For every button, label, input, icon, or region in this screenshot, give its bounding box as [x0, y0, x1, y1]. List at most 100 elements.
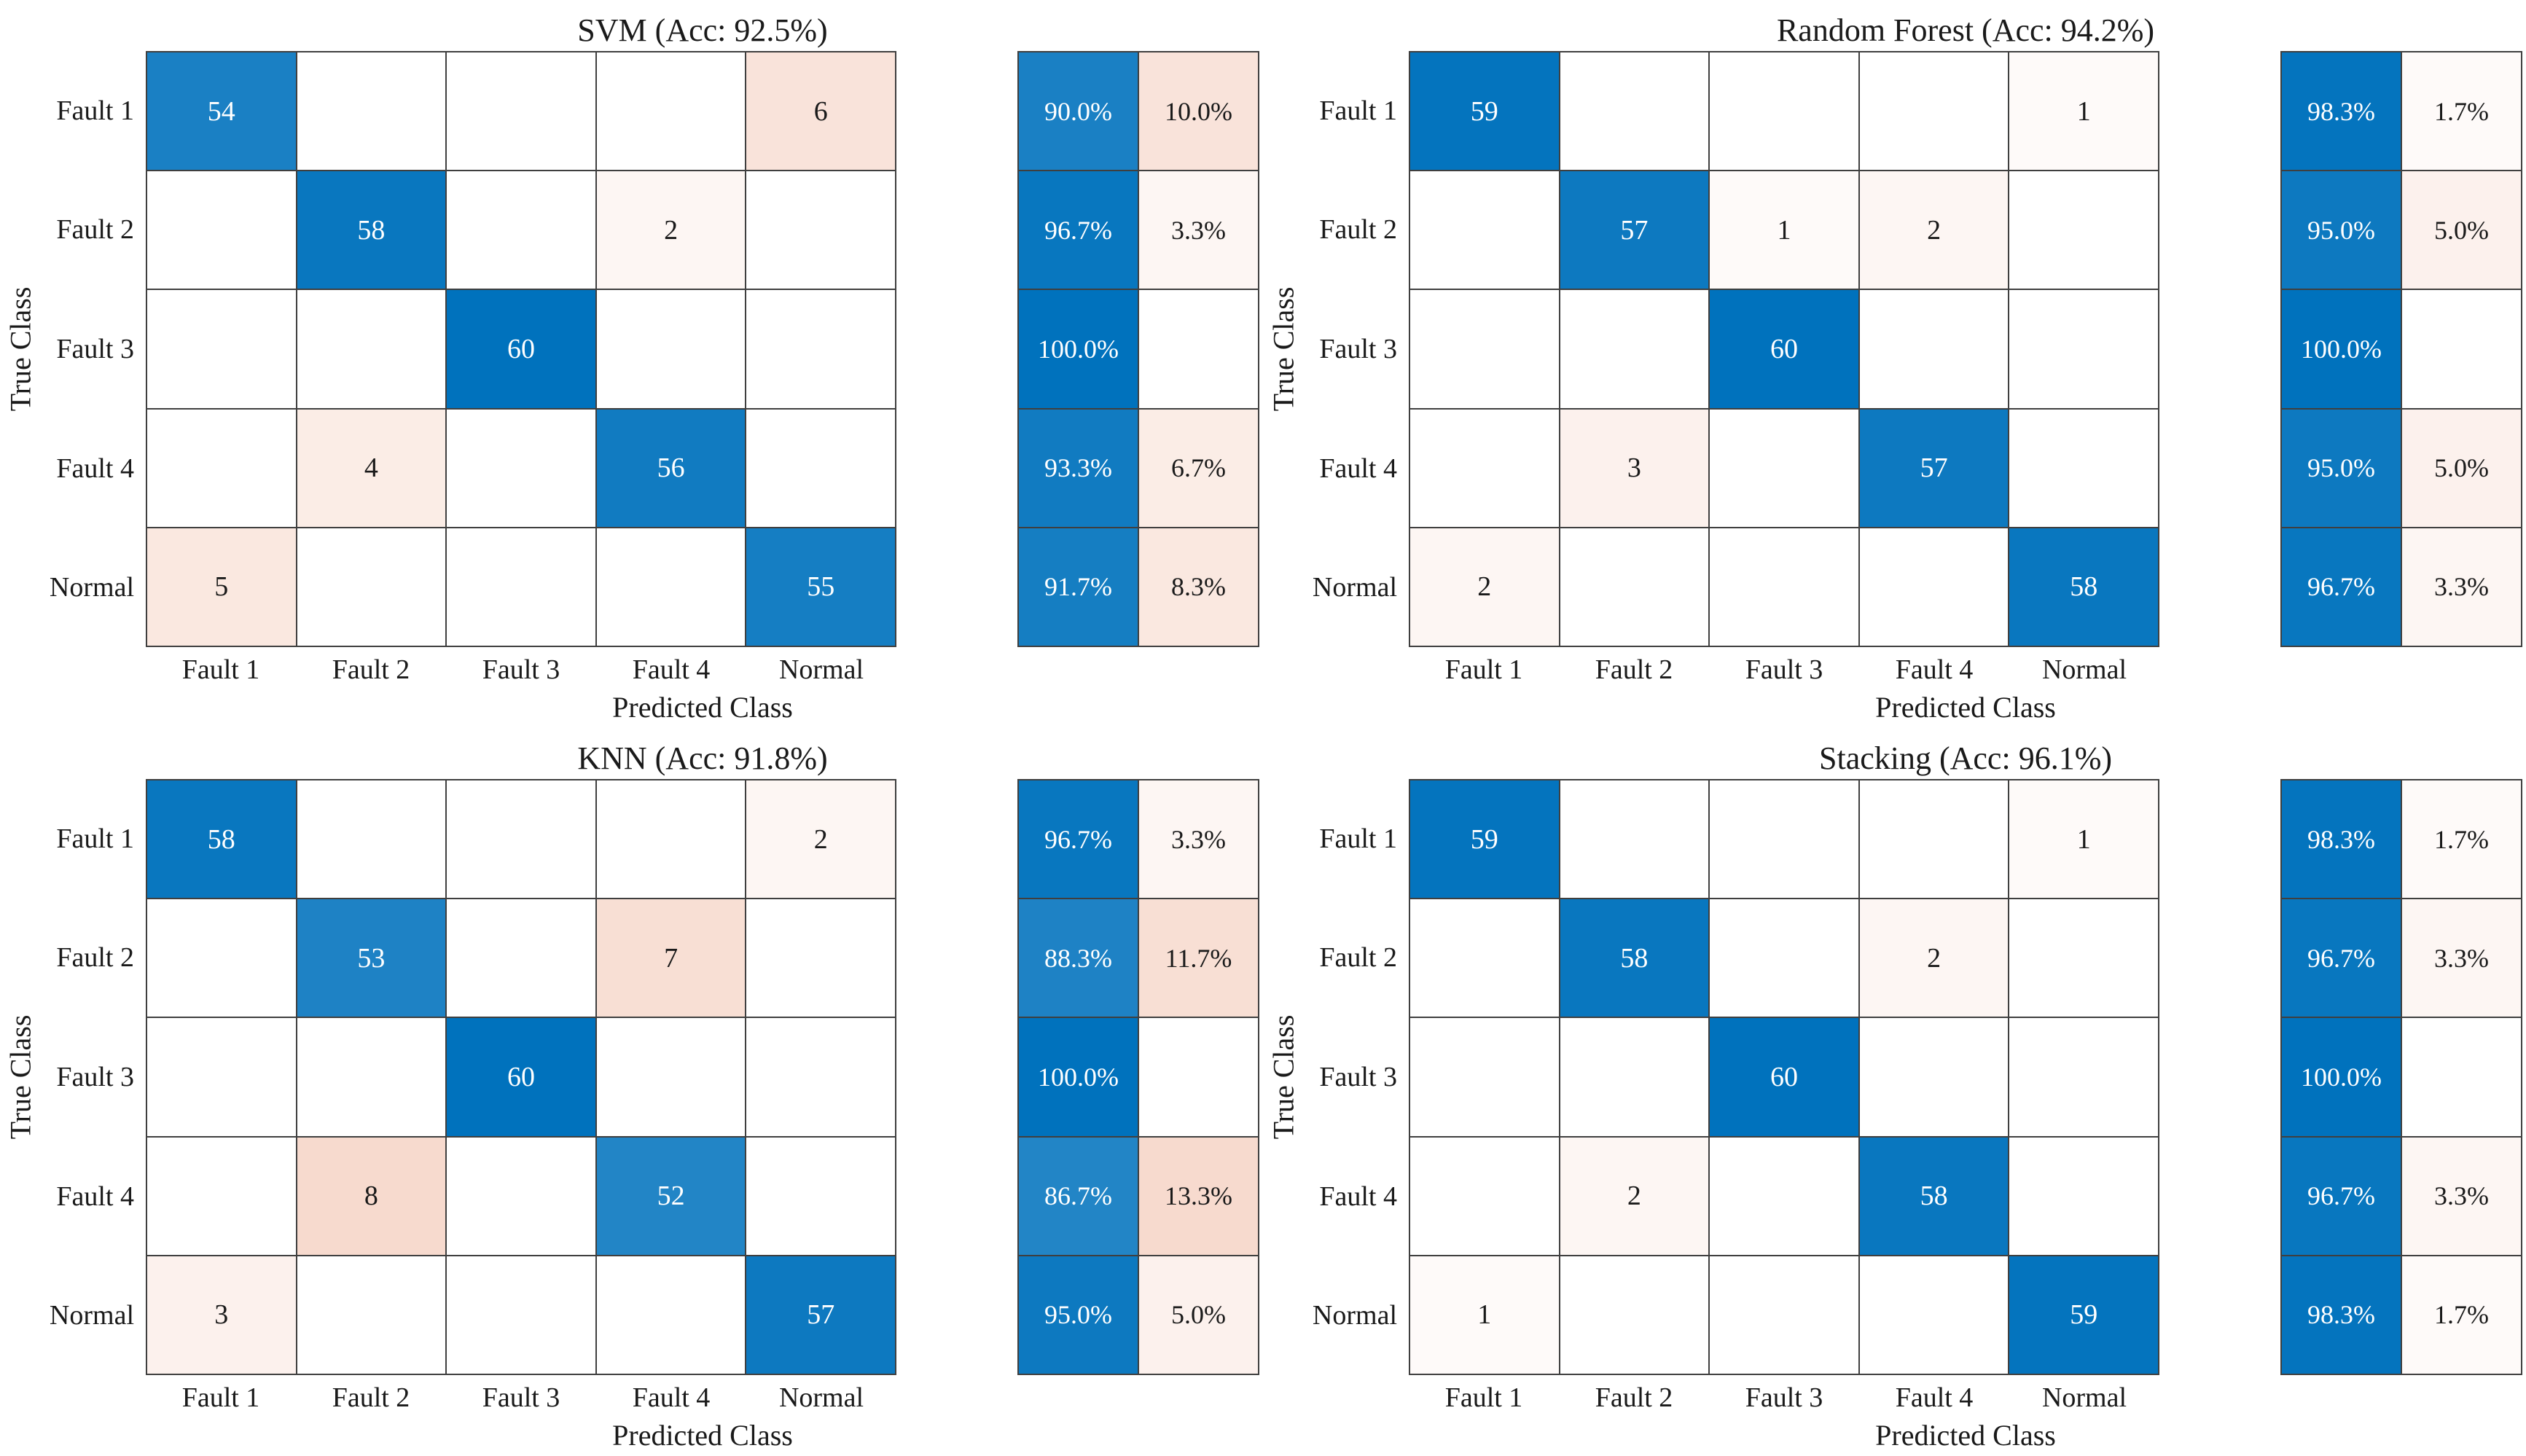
- y-tick-label: Fault 3: [56, 1061, 134, 1092]
- x-tick-labels: Fault 1 Fault 2 Fault 3 Fault 4 Normal: [146, 647, 896, 692]
- chart-body: True Class Fault 1 Fault 2 Fault 3 Fault 4 N…: [1263, 779, 2522, 1375]
- y-tick-label: Fault 3: [1319, 333, 1397, 364]
- matrix-cell: [447, 1256, 595, 1374]
- matrix-cell: [2009, 409, 2158, 527]
- x-tick-label: Fault 2: [332, 654, 410, 685]
- matrix-cell: [1560, 528, 1709, 646]
- row-summary-incorrect-cell: 6.7%: [1139, 409, 1258, 527]
- matrix-cell: [447, 899, 595, 1017]
- matrix-cell: [297, 52, 446, 171]
- matrix-cell: 2: [1859, 171, 2009, 289]
- row-summary-incorrect-cell: 3.3%: [1139, 780, 1258, 899]
- matrix-cell: 1: [1710, 171, 1858, 289]
- row-summary-grid: 98.3% 1.7% 95.0% 5.0% 100.0% 95.0% 5.0% 96.7% 3.…: [2280, 51, 2522, 647]
- x-tick-labels: Fault 1 Fault 2 Fault 3 Fault 4 Normal: [1409, 647, 2159, 692]
- y-axis-label: True Class: [1267, 286, 1300, 412]
- matrix-cell: [447, 528, 595, 646]
- matrix-cell: 60: [1710, 1018, 1858, 1136]
- chart-title: Stacking (Acc: 96.1%): [1819, 740, 2112, 776]
- matrix-cell: [1710, 780, 1858, 899]
- matrix-cell: 55: [746, 528, 895, 646]
- matrix-cell: [297, 780, 446, 899]
- x-axis-label: Predicted Class: [612, 1419, 793, 1452]
- x-tick-label: Fault 2: [1595, 1382, 1673, 1413]
- y-tick-label: Fault 1: [1319, 95, 1397, 126]
- y-axis-gutter: True Class Fault 1 Fault 2 Fault 3 Fault 4 N…: [0, 51, 146, 647]
- subplot-stacking: Stacking (Acc: 96.1%) True Class Fault 1…: [1263, 728, 2526, 1456]
- matrix-cell: [746, 899, 895, 1017]
- row-summary-incorrect-cell: 13.3%: [1139, 1137, 1258, 1255]
- matrix-cell: [447, 52, 595, 171]
- y-tick-label: Fault 1: [56, 95, 134, 126]
- x-tick-label: Fault 2: [1595, 654, 1673, 685]
- x-tick-label: Fault 1: [181, 1382, 260, 1413]
- row-summary-grid: 90.0% 10.0% 96.7% 3.3% 100.0% 93.3% 6.7% 91.7% 8…: [1017, 51, 1259, 647]
- matrix-cell: 3: [147, 1256, 296, 1374]
- x-tick-label: Normal: [2041, 654, 2127, 685]
- matrix-cell: 5: [147, 528, 296, 646]
- matrix-cell: [1710, 1256, 1858, 1374]
- x-tick-label: Fault 4: [1895, 654, 1974, 685]
- y-tick-labels: Fault 1 Fault 2 Fault 3 Fault 4 Normal: [41, 51, 146, 647]
- y-axis-label: True Class: [4, 1014, 37, 1140]
- matrix-cell: 53: [297, 899, 446, 1017]
- row-summary-correct-cell: 95.0%: [2282, 171, 2401, 289]
- row-summary-incorrect-cell: 3.3%: [2402, 899, 2521, 1017]
- subplot-knn: KNN (Acc: 91.8%) True Class Fault 1 Fault…: [0, 728, 1263, 1456]
- row-summary-incorrect-cell: [2402, 1018, 2521, 1136]
- row-summary-correct-cell: 100.0%: [1019, 1018, 1138, 1136]
- matrix-cell: [1710, 528, 1858, 646]
- x-tick-label: Fault 3: [1745, 654, 1823, 685]
- matrix-cell: 57: [746, 1256, 895, 1374]
- subplot-svm: SVM (Acc: 92.5%) True Class Fault 1 Fault…: [0, 0, 1263, 728]
- row-summary-correct-cell: 95.0%: [1019, 1256, 1138, 1374]
- x-tick-label: Normal: [778, 1382, 864, 1413]
- row-summary-incorrect-cell: [1139, 290, 1258, 408]
- y-tick-label: Fault 2: [1319, 942, 1397, 974]
- x-tick-label: Fault 1: [181, 654, 260, 685]
- y-axis-gutter: True Class Fault 1 Fault 2 Fault 3 Fault 4 N…: [1263, 51, 1409, 647]
- matrix-cell: [447, 171, 595, 289]
- confusion-matrix-grid: 59 1 57 1 2 60 3 57 2 58: [1409, 51, 2159, 647]
- matrix-cell: 2: [1859, 899, 2009, 1017]
- y-tick-label: Normal: [49, 572, 134, 603]
- matrix-cell: 57: [1560, 171, 1709, 289]
- row-summary-incorrect-cell: 1.7%: [2402, 52, 2521, 171]
- row-summary-correct-cell: 96.7%: [1019, 780, 1138, 899]
- row-summary-incorrect-cell: 1.7%: [2402, 780, 2521, 899]
- matrix-cell: [1859, 1256, 2009, 1374]
- matrix-cell: [1410, 409, 1559, 527]
- row-summary-incorrect-cell: 10.0%: [1139, 52, 1258, 171]
- matrix-cell: 1: [2009, 780, 2158, 899]
- matrix-cell: 60: [447, 1018, 595, 1136]
- row-summary-incorrect-cell: 1.7%: [2402, 1256, 2521, 1374]
- y-tick-labels: Fault 1 Fault 2 Fault 3 Fault 4 Normal: [1304, 779, 1409, 1375]
- row-summary-correct-cell: 98.3%: [2282, 780, 2401, 899]
- matrix-cell: 2: [1560, 1137, 1709, 1255]
- row-summary-incorrect-cell: 5.0%: [1139, 1256, 1258, 1374]
- y-tick-label: Fault 1: [56, 823, 134, 854]
- matrix-cell: [297, 1256, 446, 1374]
- matrix-cell: 59: [1410, 52, 1559, 171]
- x-tick-label: Normal: [778, 654, 864, 685]
- matrix-cell: 6: [746, 52, 895, 171]
- matrix-cell: [2009, 290, 2158, 408]
- matrix-cell: [2009, 1018, 2158, 1136]
- matrix-cell: 58: [1560, 899, 1709, 1017]
- matrix-cell: [1560, 1256, 1709, 1374]
- row-summary-incorrect-cell: [1139, 1018, 1258, 1136]
- chart-title: SVM (Acc: 92.5%): [577, 12, 828, 48]
- matrix-summary-gap: [2159, 779, 2280, 1375]
- matrix-cell: [746, 1137, 895, 1255]
- matrix-cell: [1560, 52, 1709, 171]
- y-tick-label: Fault 2: [1319, 214, 1397, 246]
- x-tick-label: Normal: [2041, 1382, 2127, 1413]
- row-summary-incorrect-cell: 3.3%: [1139, 171, 1258, 289]
- confusion-matrix-grid: 58 2 53 7 60 8 52 3 57: [146, 779, 896, 1375]
- matrix-cell: [1859, 52, 2009, 171]
- row-summary-incorrect-cell: 8.3%: [1139, 528, 1258, 646]
- matrix-cell: [746, 290, 895, 408]
- row-summary-correct-cell: 96.7%: [2282, 1137, 2401, 1255]
- matrix-cell: [1410, 1018, 1559, 1136]
- matrix-cell: [596, 290, 746, 408]
